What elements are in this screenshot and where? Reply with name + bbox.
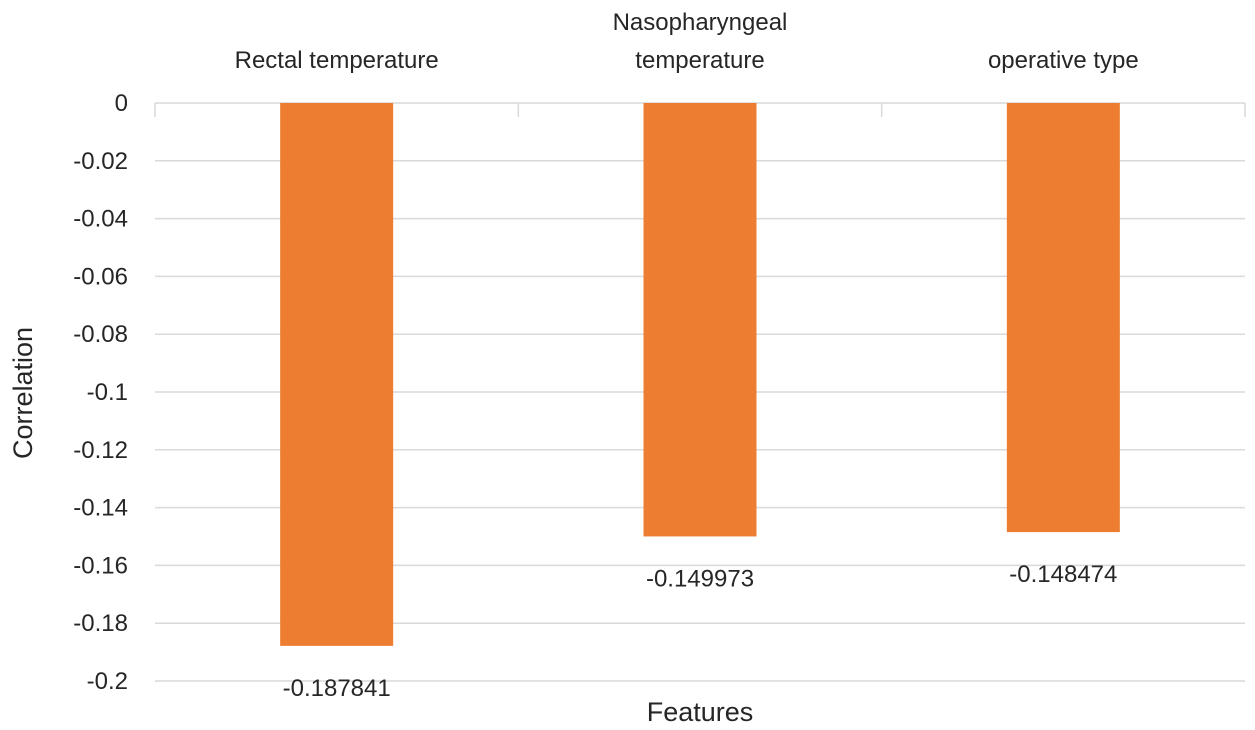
y-tick-label: -0.1 [87,379,128,406]
y-tick-label: -0.06 [73,263,128,290]
data-label: -0.148474 [1009,561,1117,588]
y-tick-label: -0.12 [73,437,128,464]
category-label: Nasopharyngeal temperature [613,9,788,74]
y-tick-label: -0.18 [73,610,128,637]
x-axis-title: Features [647,697,754,727]
bar [643,103,757,537]
bar [280,103,394,646]
y-tick-label: -0.04 [73,206,128,233]
y-axis-tick-labels: 0 -0.02 -0.04 -0.06 -0.08 -0.1 -0.12 -0.14 -0.16… [73,90,128,695]
category-label: Rectal temperature [235,47,439,74]
y-tick-label: -0.16 [73,552,128,579]
data-label: -0.187841 [283,675,391,702]
bars [280,103,1120,646]
y-tick-label: 0 [115,90,128,117]
y-tick-label: -0.08 [73,321,128,348]
category-labels: Rectal temperature Nasopharyngeal temperat… [235,9,1139,74]
y-tick-label: -0.02 [73,148,128,175]
y-axis-title: Correlation [8,327,38,459]
y-tick-label: -0.14 [73,495,128,522]
bar [1006,103,1120,533]
y-tick-label: -0.2 [87,668,128,695]
data-labels: -0.187841 -0.149973 -0.148474 [283,561,1118,702]
data-label: -0.149973 [646,565,754,592]
category-label: operative type [988,47,1139,74]
